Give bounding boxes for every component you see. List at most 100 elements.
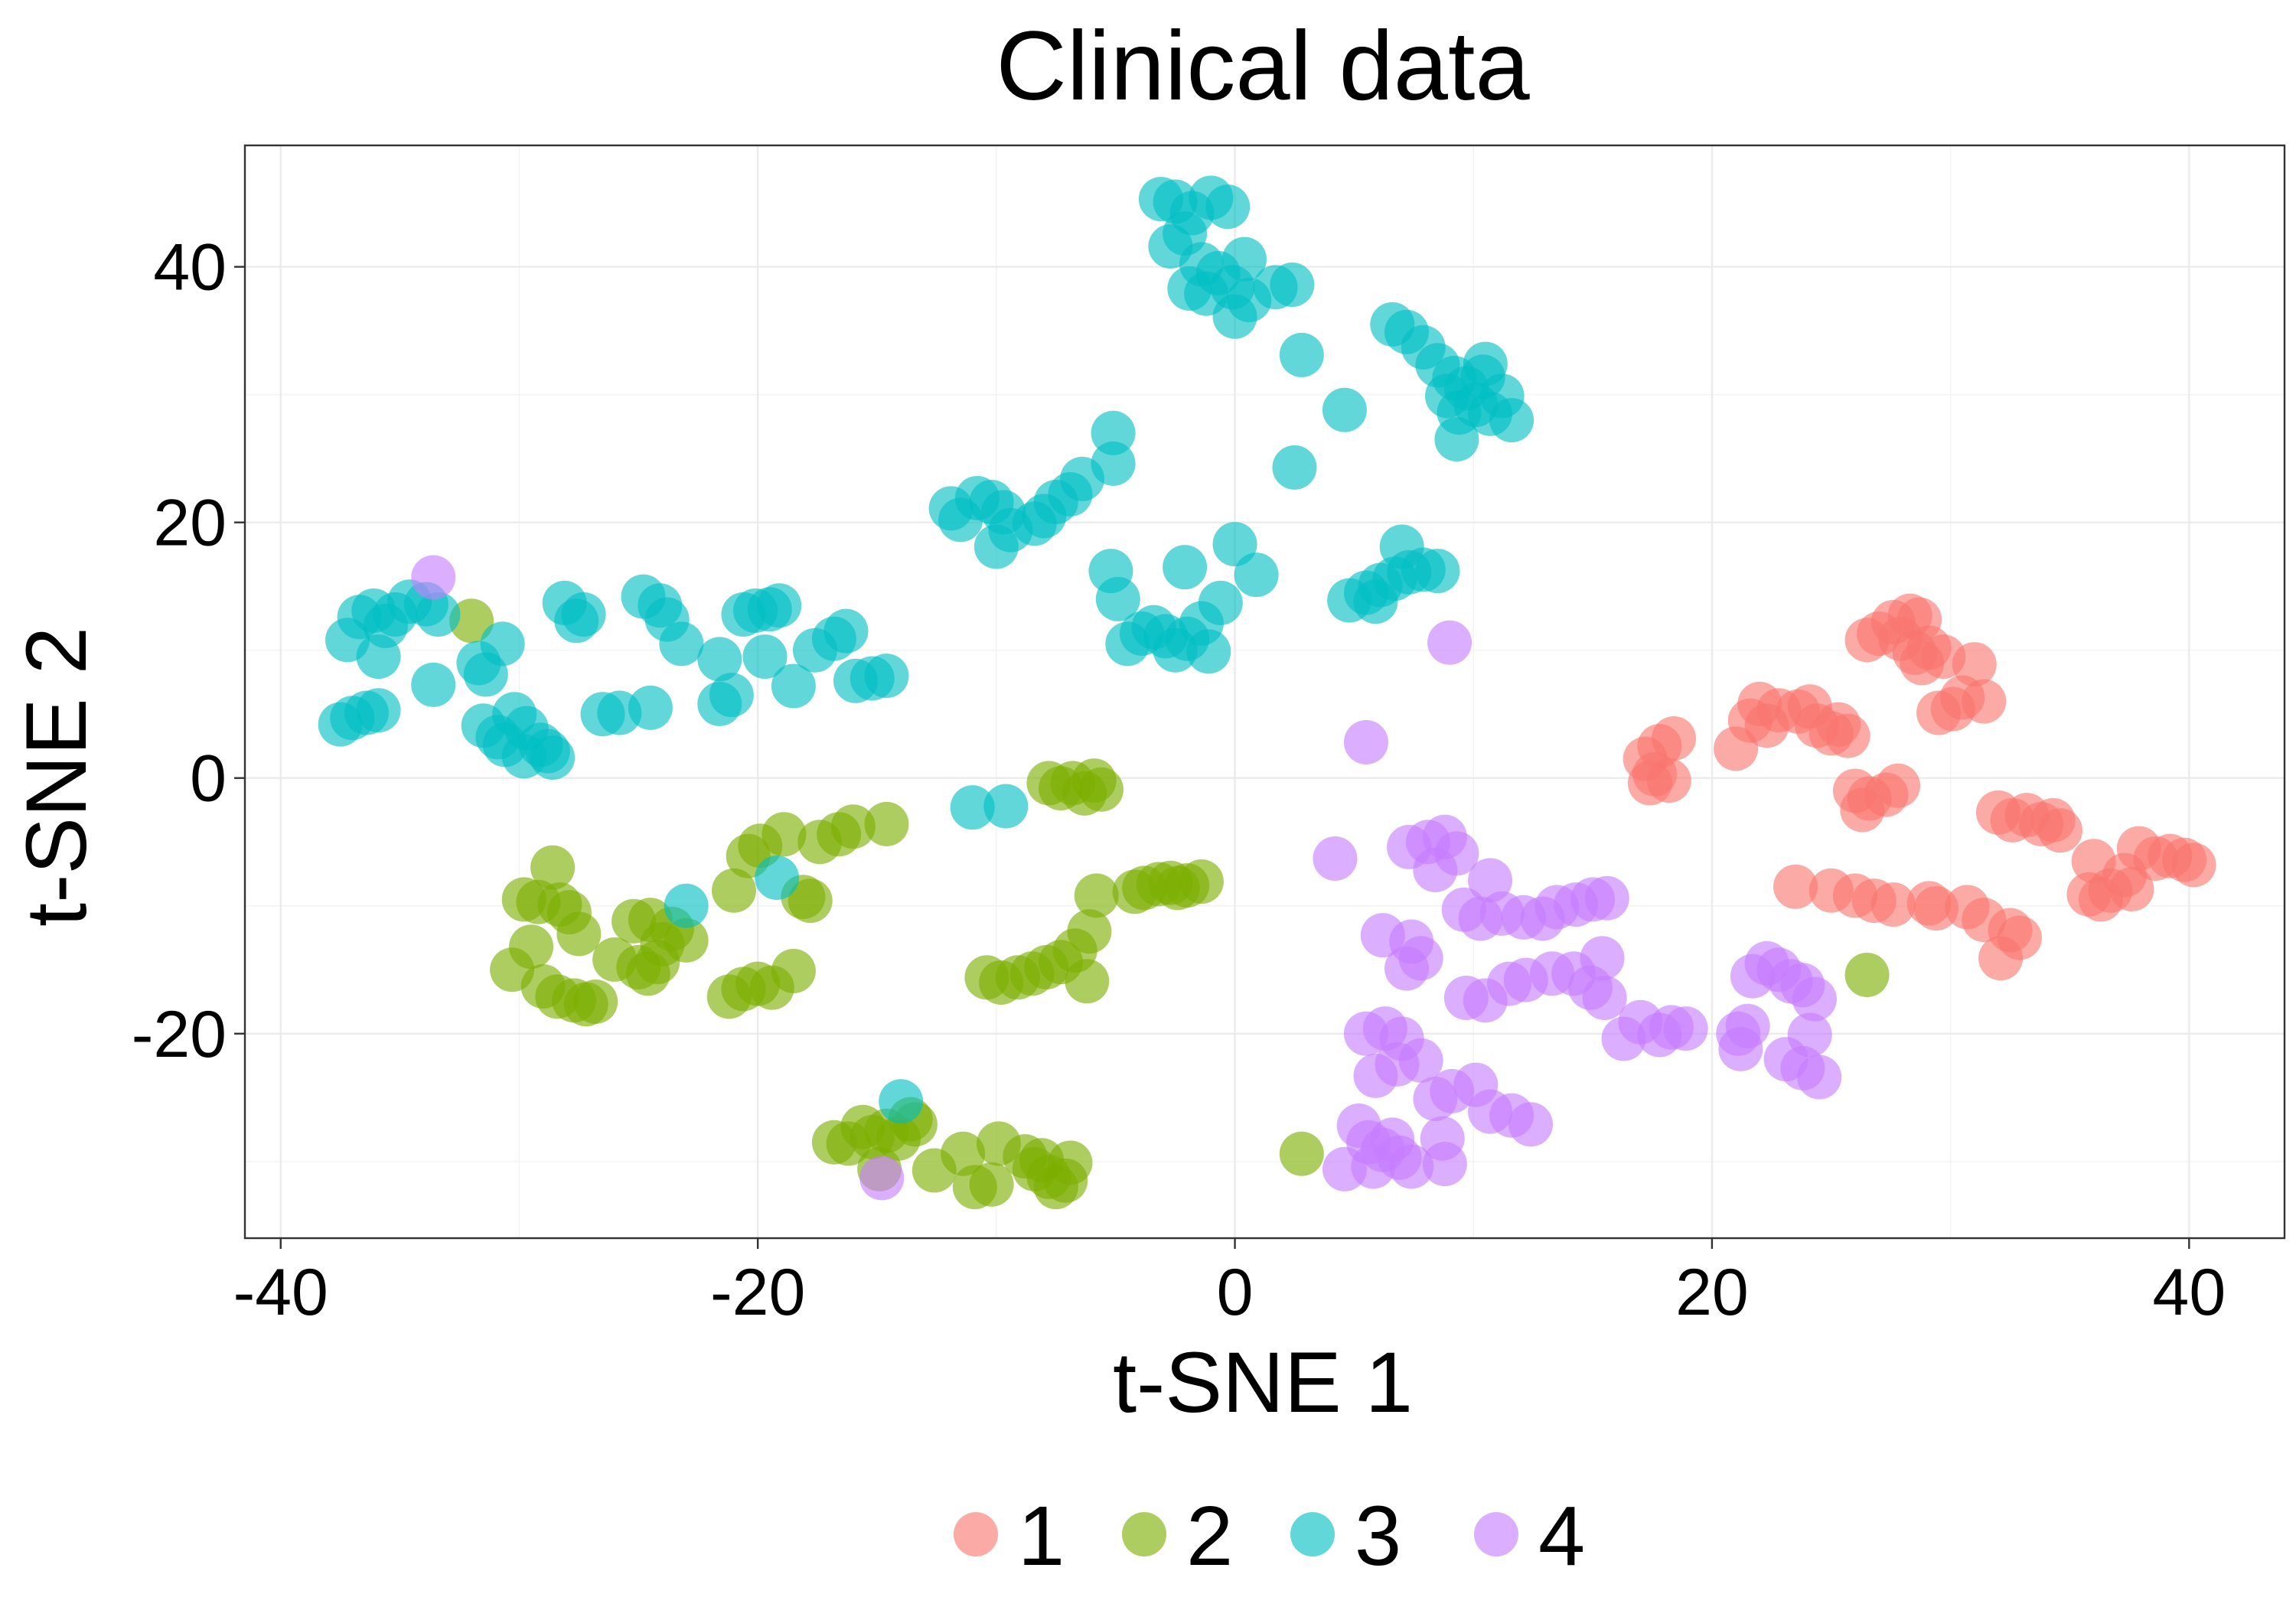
scatter-point-cluster-3 [1434, 417, 1479, 462]
scatter-point-cluster-1 [1978, 936, 2024, 981]
scatter-point-cluster-3 [1379, 524, 1424, 569]
scatter-point-cluster-2 [556, 911, 602, 957]
scatter-point-cluster-1 [1876, 763, 1921, 808]
x-tick-label: 20 [1675, 1256, 1749, 1329]
x-tick-label: -40 [233, 1256, 328, 1329]
scatter-point-cluster-1 [1840, 787, 1885, 833]
scatter-point-cluster-3 [950, 785, 995, 830]
scatter-point-cluster-3 [1186, 629, 1231, 674]
scatter-point-cluster-4 [859, 1156, 905, 1201]
scatter-point-cluster-1 [1962, 679, 2007, 724]
scatter-point-cluster-3 [1270, 262, 1315, 308]
scatter-point-cluster-3 [561, 592, 606, 637]
y-tick-label: -20 [132, 998, 227, 1071]
scatter-point-cluster-4 [1663, 1006, 1708, 1051]
scatter-point-cluster-3 [771, 663, 816, 709]
scatter-point-cluster-4 [1427, 620, 1473, 665]
scatter-point-cluster-4 [1422, 1142, 1467, 1187]
scatter-point-cluster-3 [1463, 341, 1508, 386]
scatter-point-cluster-3 [1353, 579, 1398, 624]
legend-key-4 [1474, 1512, 1518, 1556]
scatter-point-cluster-4 [1353, 1053, 1398, 1098]
scatter-point-cluster-3 [664, 883, 709, 928]
scatter-point-cluster-4 [1792, 976, 1837, 1022]
scatter-point-cluster-2 [711, 868, 756, 913]
scatter-point-cluster-3 [879, 1079, 924, 1124]
scatter-point-cluster-2 [969, 1162, 1014, 1207]
scatter-point-cluster-3 [1489, 398, 1534, 443]
scatter-point-cluster-3 [1163, 545, 1208, 590]
scatter-point-cluster-2 [573, 980, 618, 1025]
scatter-point-cluster-2 [640, 921, 685, 966]
scatter-point-cluster-3 [356, 688, 401, 733]
scatter-point-cluster-4 [1580, 936, 1625, 981]
scatter-point-cluster-2 [1279, 1131, 1324, 1176]
scatter-point-cluster-3 [1091, 410, 1136, 455]
plot-frame [243, 144, 2286, 1240]
scatter-point-cluster-3 [742, 634, 788, 680]
scatter-point-cluster-2 [530, 845, 576, 890]
scatter-point-cluster-3 [1279, 332, 1324, 377]
scatter-point-cluster-3 [525, 729, 570, 774]
scatter-point-cluster-2 [771, 948, 816, 993]
scatter-point-cluster-3 [1415, 549, 1460, 594]
scatter-point-cluster-3 [1095, 576, 1140, 621]
legend-key-1 [954, 1512, 998, 1556]
scatter-point-cluster-2 [788, 878, 833, 924]
scatter-point-cluster-2 [811, 1120, 856, 1165]
legend-key-2 [1122, 1512, 1166, 1556]
data-points [318, 175, 2216, 1210]
scatter-point-cluster-3 [480, 621, 525, 667]
scatter-point-cluster-1 [1744, 703, 1789, 748]
scatter-point-cluster-1 [1816, 702, 1861, 747]
scatter-point-cluster-2 [964, 955, 1009, 1000]
scatter-point-cluster-3 [709, 673, 754, 718]
legend: 1 2 3 4 [954, 1489, 1585, 1583]
scatter-point-cluster-3 [628, 685, 673, 730]
legend-label-4: 4 [1538, 1489, 1585, 1583]
scatter-point-cluster-3 [1091, 441, 1136, 486]
scatter-point-cluster-3 [823, 608, 869, 654]
chart-title: Clinical data [996, 11, 1530, 121]
scatter-point-cluster-3 [1234, 553, 1279, 598]
scatter-point-cluster-1 [1952, 642, 1997, 687]
scatter-point-cluster-4 [1313, 836, 1358, 881]
scatter-point-cluster-1 [2109, 867, 2154, 912]
scatter-point-cluster-1 [2171, 843, 2216, 888]
scatter-point-cluster-1 [1870, 882, 1916, 927]
scatter-point-cluster-4 [1343, 719, 1388, 764]
legend-label-2: 2 [1186, 1489, 1233, 1583]
scatter-point-cluster-3 [411, 662, 456, 707]
axis-ticks: -40 -20 0 20 40 -20 0 20 40 [132, 231, 2226, 1329]
scatter-point-cluster-1 [2038, 808, 2083, 853]
scatter-point-cluster-1 [1652, 715, 1697, 761]
y-tick-label: 20 [153, 487, 227, 560]
scatter-point-cluster-4 [1384, 946, 1429, 991]
scatter-point-cluster-2 [1019, 1138, 1065, 1183]
y-axis-title: t-SNE 2 [8, 627, 104, 927]
scatter-point-cluster-1 [1913, 886, 1958, 931]
y-tick-label: 0 [190, 742, 227, 816]
scatter-point-cluster-2 [1179, 859, 1224, 905]
scatter-point-cluster-3 [1272, 445, 1317, 490]
legend-label-1: 1 [1018, 1489, 1065, 1583]
scatter-point-cluster-3 [356, 634, 401, 680]
scatter-point-cluster-3 [1322, 387, 1367, 432]
scatter-point-cluster-2 [762, 812, 807, 857]
legend-key-3 [1290, 1512, 1335, 1556]
scatter-point-cluster-2 [449, 598, 494, 644]
y-tick-label: 40 [153, 231, 227, 305]
scatter-point-cluster-3 [757, 583, 802, 628]
x-tick-label: 0 [1217, 1256, 1254, 1329]
x-tick-label: 40 [2152, 1256, 2226, 1329]
scatter-point-cluster-4 [1787, 1012, 1832, 1058]
scatter-point-cluster-4 [1351, 1144, 1396, 1189]
scatter-point-cluster-3 [416, 592, 461, 637]
scatter-point-cluster-3 [1222, 236, 1267, 282]
x-axis-title: t-SNE 1 [1113, 1335, 1413, 1430]
scatter-point-cluster-3 [697, 637, 742, 682]
scatter-point-cluster-1 [1627, 761, 1672, 806]
scatter-point-cluster-1 [1900, 641, 1945, 686]
scatter-point-cluster-4 [1718, 1026, 1763, 1071]
